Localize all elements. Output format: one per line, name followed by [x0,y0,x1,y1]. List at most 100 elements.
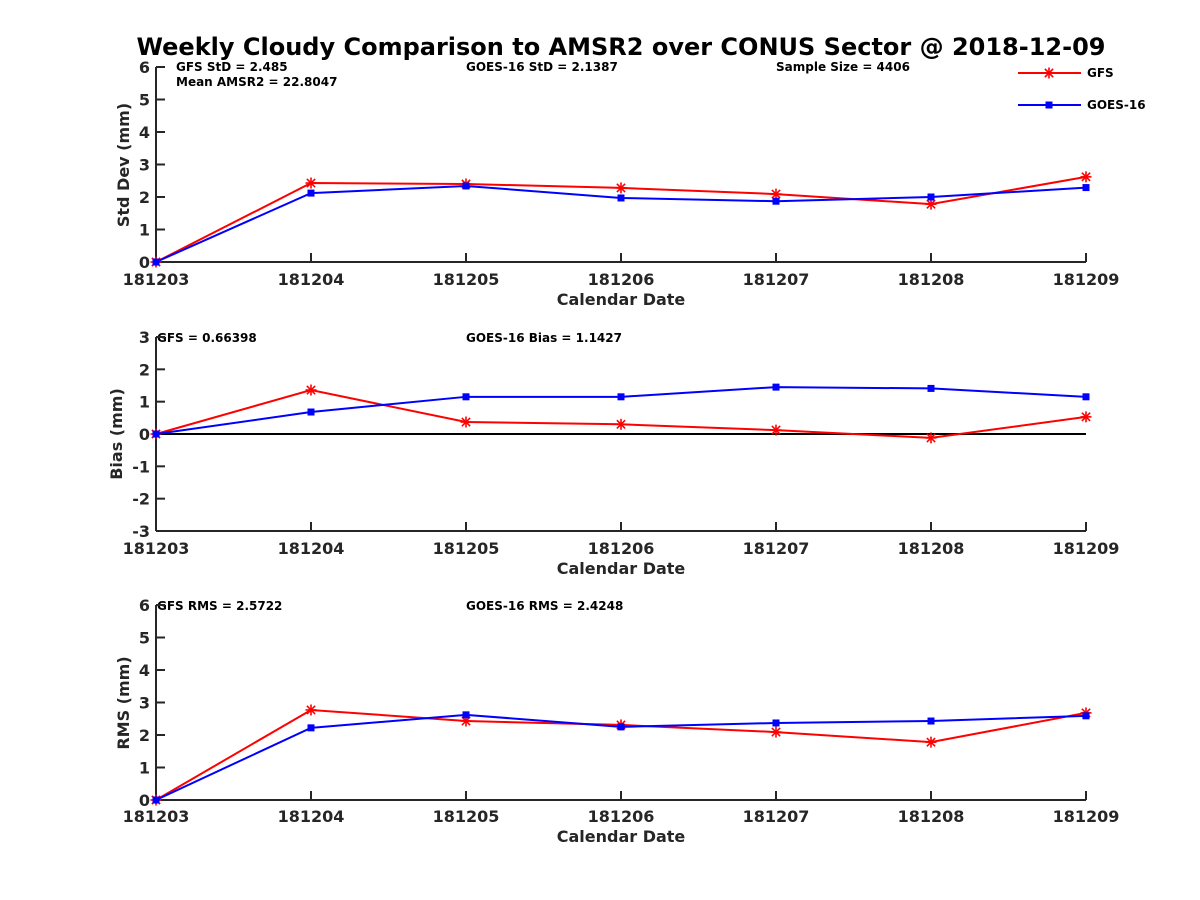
data-point [152,258,160,266]
x-tick-label: 181206 [588,539,655,558]
x-tick-label: 181208 [898,807,965,826]
y-tick-label: 5 [139,91,150,110]
y-axis-label: Bias (mm) [107,388,126,480]
legend: GFS GOES-16 [1018,66,1146,112]
legend-label-gfs: GFS [1087,66,1114,80]
x-tick-label: 181208 [898,539,965,558]
data-point [462,711,470,719]
data-point [1082,184,1090,192]
annotation-gfs-rms: GFS RMS = 2.5722 [157,599,282,613]
data-point [615,418,627,430]
x-axis-label: Calendar Date [557,559,686,578]
data-point [307,189,315,197]
x-tick-label: 181209 [1053,807,1120,826]
annotation-goes16-std: GOES-16 StD = 2.1387 [466,60,618,74]
data-point [307,408,315,416]
data-point [617,194,625,202]
data-point [615,182,627,194]
data-point [462,182,470,190]
x-tick-label: 181205 [433,807,500,826]
x-tick-label: 181206 [588,807,655,826]
annotation-gfs-std: GFS StD = 2.485 [176,60,288,74]
panel-std-dev: GFS StD = 2.485 Mean AMSR2 = 22.8047 GOE… [114,58,1119,309]
legend-label-goes16: GOES-16 [1087,98,1146,112]
y-tick-label: 0 [139,253,150,272]
y-axis-label: Std Dev (mm) [114,103,133,227]
x-tick-label: 181204 [278,270,345,289]
data-point [772,197,780,205]
y-axis-label: RMS (mm) [114,656,133,749]
data-point [152,796,160,804]
data-point [305,177,317,189]
series-gfs [150,171,1092,268]
annotation-gfs-bias: GFS = 0.66398 [157,331,257,345]
data-point [462,393,470,401]
x-tick-label: 181205 [433,270,500,289]
data-point [1082,712,1090,720]
y-tick-label: -1 [132,457,150,476]
y-tick-label: -3 [132,522,150,541]
x-tick-label: 181209 [1053,539,1120,558]
data-point [305,704,317,716]
y-tick-label: 3 [139,694,150,713]
data-point [927,384,935,392]
x-axis-label: Calendar Date [557,290,686,309]
panel-bias: GFS = 0.66398 GOES-16 Bias = 1.1427 Bias… [107,328,1119,578]
x-tick-label: 181207 [743,807,810,826]
data-point [925,736,937,748]
series-goes16 [152,711,1090,804]
data-point [927,193,935,201]
x-tick-label: 181204 [278,807,345,826]
data-point [617,723,625,731]
annotation-goes16-bias: GOES-16 Bias = 1.1427 [466,331,622,345]
y-tick-label: 4 [139,661,150,680]
data-point [770,726,782,738]
data-point [1080,171,1092,183]
x-tick-label: 181209 [1053,270,1120,289]
data-point [770,424,782,436]
y-tick-label: 5 [139,629,150,648]
x-tick-label: 181206 [588,270,655,289]
annotation-goes16-rms: GOES-16 RMS = 2.4248 [466,599,623,613]
y-tick-label: 0 [139,791,150,810]
legend-marker-gfs [1043,67,1055,79]
y-tick-label: 1 [139,759,150,778]
data-point [305,384,317,396]
x-tick-label: 181203 [123,539,190,558]
data-point [152,430,160,438]
y-tick-label: 2 [139,360,150,379]
data-point [307,724,315,732]
series-goes16 [152,383,1090,438]
y-tick-label: 6 [139,596,150,615]
x-tick-label: 181208 [898,270,965,289]
y-tick-label: 4 [139,123,150,142]
x-tick-label: 181207 [743,270,810,289]
x-axis-label: Calendar Date [557,827,686,846]
panel-rms: GFS RMS = 2.5722 GOES-16 RMS = 2.4248 RM… [114,596,1119,846]
y-tick-label: 2 [139,726,150,745]
data-point [925,432,937,444]
y-tick-label: 0 [139,425,150,444]
x-tick-label: 181203 [123,807,190,826]
legend-marker [1043,67,1055,79]
data-point [460,416,472,428]
data-point [1080,411,1092,423]
annotation-sample-size: Sample Size = 4406 [776,60,910,74]
series-goes16 [152,182,1090,266]
data-point [617,393,625,401]
y-tick-label: 6 [139,58,150,77]
y-tick-label: 3 [139,156,150,175]
data-point [927,717,935,725]
x-tick-label: 181207 [743,539,810,558]
x-tick-label: 181204 [278,539,345,558]
y-tick-label: 1 [139,221,150,240]
legend-marker-goes16 [1045,101,1053,109]
y-tick-label: 1 [139,393,150,412]
x-tick-label: 181203 [123,270,190,289]
data-point [1082,393,1090,401]
annotation-mean-amsr2: Mean AMSR2 = 22.8047 [176,75,337,89]
y-tick-label: -2 [132,490,150,509]
chart-title: Weekly Cloudy Comparison to AMSR2 over C… [137,33,1106,61]
y-tick-label: 2 [139,188,150,207]
